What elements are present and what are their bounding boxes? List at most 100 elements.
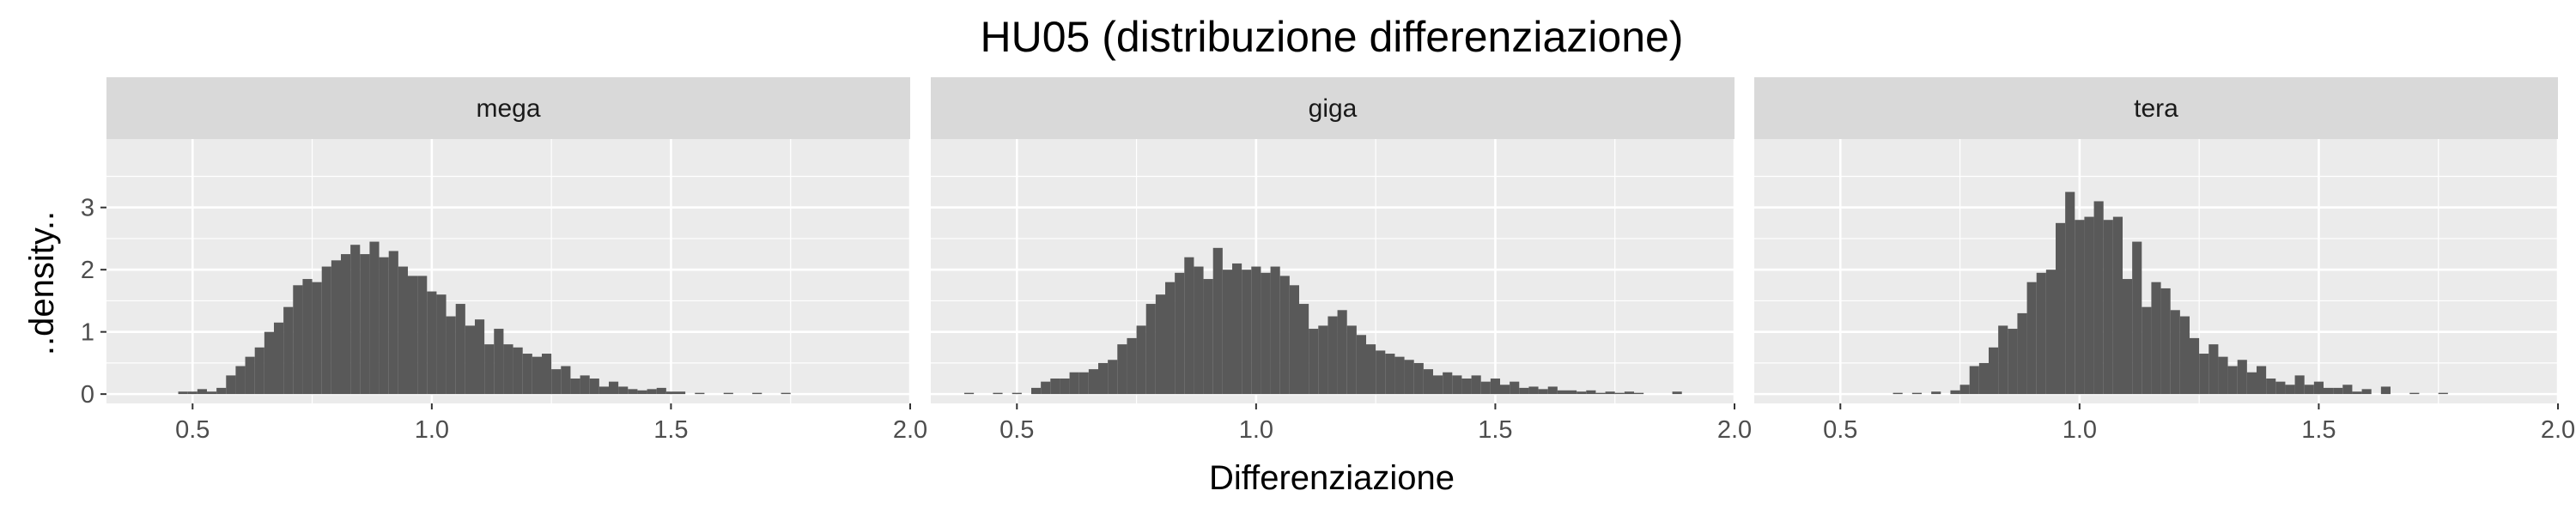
x-tick-label: 1.5 (1478, 416, 1512, 444)
histogram-bar (2112, 216, 2123, 395)
histogram-bar (647, 389, 657, 395)
histogram-bar (1443, 372, 1453, 395)
histogram-bar (312, 282, 322, 395)
facet-strip (931, 77, 1735, 139)
histogram-bar (628, 389, 638, 395)
histogram-bar (1242, 270, 1252, 395)
histogram-bar (331, 260, 341, 395)
histogram-bar (1394, 356, 1405, 395)
histogram-bar (1069, 372, 1079, 395)
facet-strip-label: giga (1309, 94, 1358, 123)
histogram-bar (455, 304, 465, 395)
histogram-bar (187, 391, 197, 395)
histogram-bar (207, 391, 217, 395)
histogram-bar (1366, 344, 1376, 395)
histogram-bar (1931, 391, 1941, 395)
histogram-bar (2266, 379, 2276, 395)
histogram-bar (2257, 366, 2267, 395)
x-tick-label: 1.0 (415, 416, 449, 444)
histogram-bar (2160, 288, 2171, 395)
histogram-bar (637, 390, 647, 395)
y-tick-label: 1 (81, 319, 94, 347)
histogram-bar (1969, 366, 1979, 395)
facet-panel-giga: giga 0.5 1.0 1.5 2.0 (931, 77, 1752, 444)
histogram-bar (1175, 272, 1185, 395)
histogram-bar (2017, 312, 2027, 395)
histogram-bar (1959, 385, 1970, 395)
histogram-bar (1012, 392, 1022, 395)
x-tick-label: 2.0 (893, 416, 927, 444)
histogram-bar (1136, 325, 1146, 395)
y-tick-label: 2 (81, 257, 94, 284)
histogram-bar (417, 276, 428, 395)
y-tick-label: 0 (81, 381, 94, 409)
y-tick-label: 3 (81, 195, 94, 222)
histogram-bar (752, 392, 762, 395)
histogram-bar (1165, 282, 1176, 395)
histogram-bar (2151, 282, 2161, 395)
histogram-bar (446, 316, 456, 395)
histogram-bar (341, 254, 351, 395)
histogram-bar (283, 306, 294, 395)
histogram-bar (2438, 392, 2448, 395)
histogram-bar (2084, 216, 2094, 395)
x-tick-label: 0.5 (1823, 416, 1857, 444)
histogram-bar (1145, 304, 1156, 395)
histogram-bar (475, 319, 485, 395)
histogram-bar (2103, 220, 2113, 395)
histogram-bar (2142, 306, 2152, 395)
histogram-bar (1480, 381, 1491, 395)
histogram-bar (1327, 316, 1338, 395)
facet-panel-mega: mega 0.5 1.0 1.5 2.0 0 1 2 3 (81, 77, 927, 444)
histogram-bar (1413, 362, 1424, 395)
histogram-bar (1911, 392, 1922, 395)
histogram-bar (2026, 282, 2037, 395)
histogram-bar (254, 347, 264, 395)
histogram-bar (2179, 316, 2190, 395)
x-tick-label: 2.0 (1717, 416, 1752, 444)
histogram-bar (1184, 257, 1194, 395)
histogram-bar (2008, 329, 2018, 395)
histogram-bar (1222, 270, 1232, 395)
facet-strip-label: mega (476, 94, 540, 123)
histogram-bar (618, 386, 629, 395)
histogram-bar (2065, 191, 2075, 395)
x-tick-label: 1.5 (2301, 416, 2336, 444)
histogram-bar (2045, 270, 2056, 395)
histogram-bar (1672, 391, 1682, 395)
histogram-bar (1050, 379, 1060, 395)
histogram-bar (1060, 379, 1070, 395)
histogram-bar (484, 344, 495, 395)
histogram-bar (665, 391, 676, 395)
histogram-bar (2409, 392, 2420, 395)
histogram-bar (1950, 390, 1960, 395)
histogram-bar (360, 254, 370, 395)
histogram-bar (245, 356, 255, 395)
histogram-bar (542, 354, 552, 395)
histogram-bar (1279, 276, 1290, 395)
histogram-bar (580, 375, 590, 395)
histogram-bar (2380, 386, 2391, 395)
histogram-bar (1510, 381, 1520, 395)
histogram-bar (379, 257, 389, 395)
histogram-bar (494, 329, 504, 395)
histogram-bar (1232, 263, 1242, 395)
histogram-bar (781, 392, 791, 395)
histogram-bar (1978, 362, 1989, 395)
histogram-bar (388, 251, 398, 395)
histogram-bar (570, 379, 580, 395)
histogram-bar (321, 266, 331, 395)
histogram-bar (1605, 391, 1615, 395)
histogram-bar (216, 387, 227, 395)
chart-title: HU05 (distribuzione differenziazione) (981, 13, 1684, 61)
x-tick-label: 1.0 (2063, 416, 2097, 444)
histogram-bar (1989, 347, 1999, 395)
histogram-bar (2275, 381, 2286, 395)
histogram-bar (226, 375, 236, 395)
histogram-bar (2324, 387, 2334, 395)
histogram-bar (465, 325, 475, 395)
y-axis-title: ..density.. (23, 211, 61, 355)
histogram-bar (1538, 389, 1548, 395)
